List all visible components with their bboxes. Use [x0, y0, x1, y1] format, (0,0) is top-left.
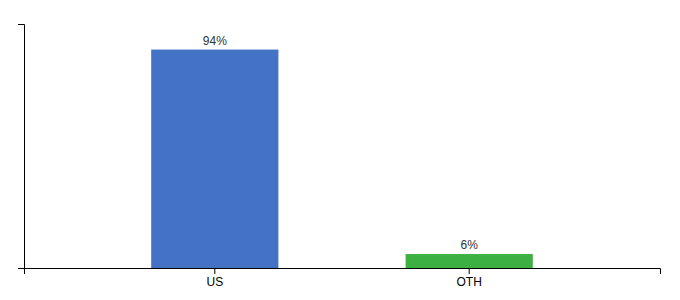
bars: [151, 50, 533, 268]
bar: [151, 50, 278, 268]
plot: US OTH 94% 6%: [18, 25, 661, 289]
x-tick-mark: [214, 268, 215, 274]
chart: US OTH 94% 6%: [0, 0, 680, 300]
x-tick-label: US: [206, 275, 223, 289]
x-axis-line: [25, 269, 661, 275]
bar: [406, 254, 533, 268]
x-axis: US OTH: [25, 268, 661, 289]
y-axis: [18, 25, 25, 269]
data-label: 6%: [461, 238, 479, 252]
x-tick-label: OTH: [457, 275, 482, 289]
data-label: 94%: [203, 34, 227, 48]
y-axis-line: [18, 25, 25, 269]
data-labels: 94% 6%: [203, 34, 478, 252]
x-tick-mark: [469, 268, 470, 274]
x-tick: US: [206, 268, 223, 289]
x-tick: OTH: [457, 268, 482, 289]
